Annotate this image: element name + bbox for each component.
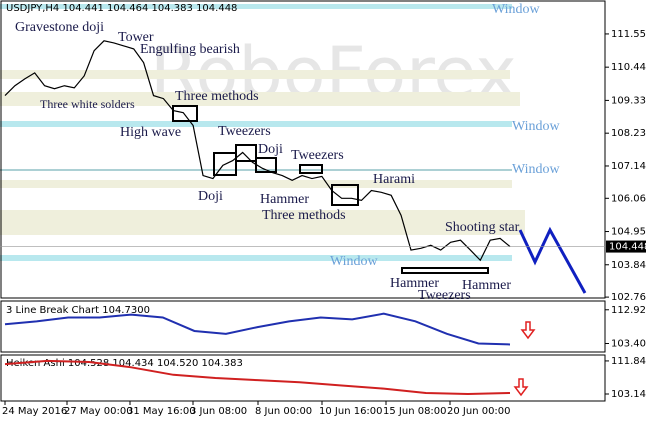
annotation: Doji [258,142,283,157]
pattern-box [213,152,237,176]
annotation: Three methods [262,208,346,223]
pane-border [0,300,606,353]
price-line [4,359,511,396]
zone-band [0,180,512,188]
y-tick-label: 103.4044 [611,338,646,349]
x-tick-label: 20 Jun 00:00 [447,406,511,417]
x-tick-label: 8 Jun 00:00 [255,406,312,417]
pane-border [0,0,606,299]
y-tick-label: 102.760 [611,292,646,303]
y-tick-label: 108.235 [611,128,646,139]
annotation: Hammer [462,278,511,293]
annotation: Engulfing bearish [140,42,240,57]
annotation: Window [512,119,561,134]
main-title: USDJPY,H4 104.441 104.464 104.383 104.44… [6,3,237,14]
forecast-arrow [518,226,587,294]
pattern-box [331,184,359,206]
annotation: Hammer [390,276,439,291]
zone-band [0,210,525,235]
x-tick-label: 24 May 2016 [2,406,67,417]
price-box [606,240,646,253]
pane-border [0,354,606,402]
zone-band [0,70,510,79]
pane-title: Heiken Ashi 104.528 104.434 104.520 104.… [6,358,243,369]
y-tick-label: 103.144 [611,389,646,400]
annotation: Harami [373,172,415,187]
down-arrow [520,321,536,340]
annotation: Tweezers [418,288,471,303]
y-tick-label: 104.950 [611,227,646,238]
y-tick-label: 106.060 [611,193,646,204]
annotation: Window [512,162,561,177]
y-tick-label: 107.140 [611,161,646,172]
annotation: Shooting star [445,220,520,235]
y-tick-label: 112.9206 [611,305,646,316]
y-tick-label: 103.840 [611,260,646,271]
annotation: Tweezers [218,124,271,139]
window-band [0,4,512,9]
y-tick-label: 110.440 [611,62,646,73]
price-label: 104.448 [609,242,646,253]
down-arrow [513,378,529,397]
annotation: Doji [198,189,223,204]
pattern-box [235,144,257,162]
y-tick-label: 111.550 [611,29,646,40]
annotation: High wave [120,125,181,140]
x-tick-label: 31 May 16:00 [127,406,196,417]
annotation: Hammer [260,192,309,207]
zone-band [0,92,520,106]
price-line [4,312,511,346]
annotation: Tower [118,30,154,45]
y-tick-label: 109.330 [611,95,646,106]
pane-title: 3 Line Break Chart 104.7300 [6,305,150,316]
annotation: Tweezers [291,148,344,163]
pattern-box [299,164,323,174]
annotation: Three methods [175,89,259,104]
window-band [0,255,512,261]
annotation: Three white solders [40,97,135,111]
x-tick-label: 3 Jun 08:00 [190,406,247,417]
annotation: Window [492,2,541,17]
pattern-box [172,105,198,122]
pattern-box [401,267,489,274]
x-tick-label: 27 May 00:00 [64,406,133,417]
window-band [0,121,512,127]
x-tick-label: 10 Jun 16:00 [319,406,383,417]
x-tick-label: 15 Jun 08:00 [383,406,447,417]
y-tick-label: 111.84 [611,356,646,367]
annotation: Window [330,254,379,269]
annotation: Gravestone doji [15,20,104,35]
